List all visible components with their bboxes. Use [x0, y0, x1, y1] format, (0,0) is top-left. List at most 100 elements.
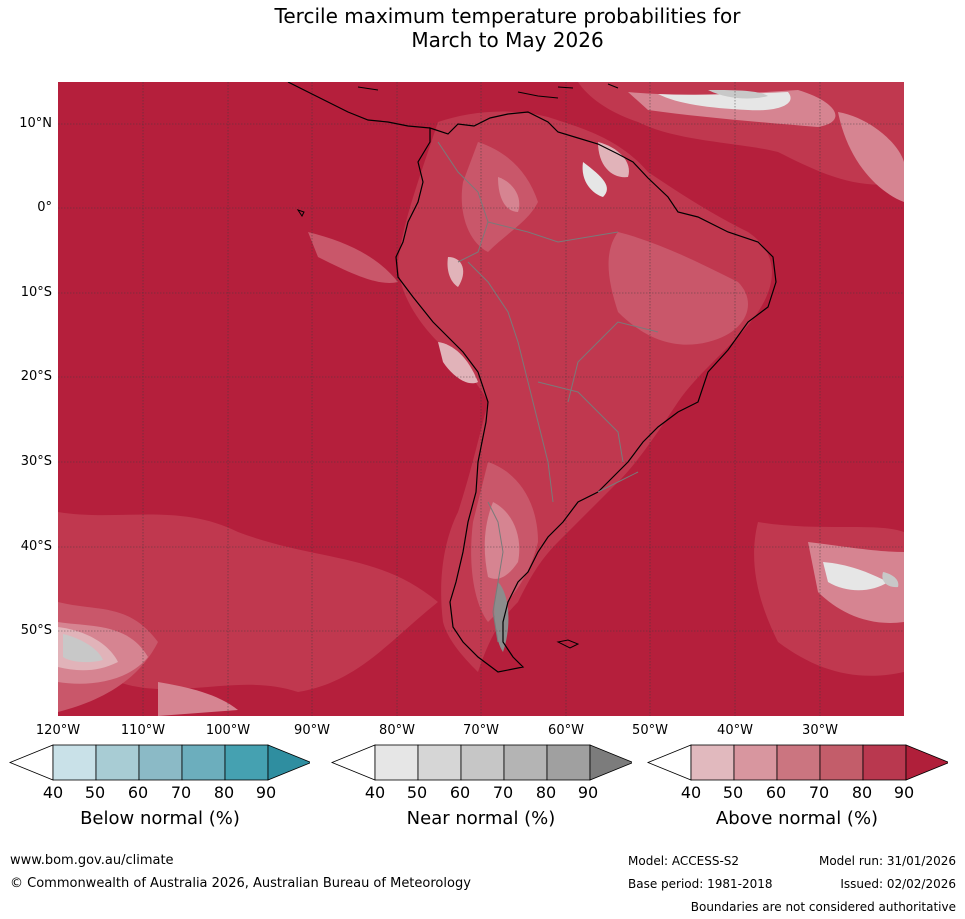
footer-model: Model: ACCESS-S2	[628, 854, 740, 868]
chart-title: Tercile maximum temperature probabilitie…	[0, 4, 965, 52]
colorbar-cell	[546, 744, 591, 781]
lon-label-110w: 110°W	[120, 723, 166, 738]
lon-label-60w: 60°W	[548, 723, 584, 738]
colorbar-extend-high	[589, 744, 632, 781]
colorbar-extend-low	[330, 744, 376, 781]
cbar-below-tick-40: 40	[42, 783, 64, 802]
land-above-50-peru	[438, 342, 478, 384]
colorbar-cell	[417, 744, 462, 781]
cbar-below-title: Below normal (%)	[80, 808, 240, 829]
cbar-above-tick-50: 50	[722, 783, 744, 802]
lat-label-40s: 40°S	[20, 539, 52, 554]
footer-base-period: Base period: 1981-2018	[628, 877, 773, 891]
lon-label-100w: 100°W	[205, 723, 251, 738]
cbar-above-tick-70: 70	[808, 783, 830, 802]
country-borders	[437, 141, 659, 643]
colorbar-cell	[690, 744, 735, 781]
border-brazil-north	[487, 221, 619, 243]
cbar-above-tick-80: 80	[851, 783, 873, 802]
cbar-above-tick-90: 90	[893, 783, 915, 802]
cbar-near-tick-60: 60	[449, 783, 471, 802]
cbar-near-tick-90: 90	[577, 783, 599, 802]
footer-model-run: Model run: 31/01/2026	[818, 854, 956, 868]
cbar-above-tick-60: 60	[765, 783, 787, 802]
cbar-near-tick-70: 70	[492, 783, 514, 802]
lat-label-50s: 50°S	[20, 623, 52, 638]
border-chile-argentina	[487, 501, 504, 643]
falkland-islands	[556, 639, 580, 649]
colorbar-extend-low	[646, 744, 692, 781]
colorbar-near-normal	[330, 744, 632, 781]
border-uruguay	[597, 471, 639, 493]
land-above-60-argentina	[484, 502, 520, 579]
cbar-near-tick-50: 50	[406, 783, 428, 802]
land-above-50-ecuador	[447, 257, 464, 287]
footer-url: www.bom.gov.au/climate	[10, 853, 174, 868]
map-svg	[58, 82, 904, 716]
contour-near-sw	[63, 634, 103, 663]
colorbar-cell	[181, 744, 226, 781]
cbar-below-tick-70: 70	[170, 783, 192, 802]
cbar-below-tick-50: 50	[84, 783, 106, 802]
cbar-below-tick-80: 80	[213, 783, 235, 802]
land-near-guyana	[582, 162, 607, 197]
lat-label-20s: 20°S	[20, 369, 52, 384]
lon-label-50w: 50°W	[632, 723, 668, 738]
footer-issued: Issued: 02/02/2026	[840, 877, 956, 891]
border-bolivia-brazil	[567, 321, 659, 403]
south-america-coastline	[395, 111, 777, 673]
footer-boundaries: Boundaries are not considered authoritat…	[690, 900, 956, 914]
lon-label-70w: 70°W	[463, 723, 499, 738]
cbar-above-title: Above normal (%)	[715, 808, 879, 829]
cbar-below-tick-90: 90	[255, 783, 277, 802]
colorbar-cell	[52, 744, 97, 781]
colorbar-cell	[776, 744, 821, 781]
border-bolivia-paraguay	[537, 381, 624, 463]
land-above-70-brazil	[608, 232, 748, 345]
lon-label-120w: 120°W	[35, 723, 81, 738]
cbar-above-tick-40: 40	[680, 783, 702, 802]
border-colombia	[437, 141, 489, 263]
contour-above-60-s	[158, 682, 238, 716]
contour-above-70-eq	[308, 232, 398, 283]
colorbar-cell	[819, 744, 864, 781]
lat-label-30s: 30°S	[20, 454, 52, 469]
colorbar-cell	[224, 744, 269, 781]
land-above-50-venezuela	[598, 142, 629, 178]
galapagos-islands	[296, 209, 305, 217]
border-andes-east	[467, 261, 554, 503]
colorbar-extend-high	[905, 744, 948, 781]
lon-label-40w: 40°W	[717, 723, 753, 738]
colorbar-cell	[138, 744, 183, 781]
colorbar-below-normal	[8, 744, 310, 781]
lat-label-10s: 10°S	[20, 285, 52, 300]
lon-label-80w: 80°W	[379, 723, 415, 738]
colorbar-cell	[460, 744, 505, 781]
colorbar-cell	[374, 744, 419, 781]
colorbar-above-normal	[646, 744, 948, 781]
cbar-near-title: Near normal (%)	[406, 808, 556, 829]
contour-near-se2	[882, 572, 899, 588]
lon-label-90w: 90°W	[294, 723, 330, 738]
land-near-patagonia	[494, 582, 509, 652]
contour-near-se	[823, 562, 888, 591]
cbar-near-tick-40: 40	[364, 783, 386, 802]
caribbean-islands	[357, 83, 619, 99]
colorbar-cell	[733, 744, 778, 781]
contour-above-60-ne2	[838, 112, 904, 202]
probability-map	[58, 82, 904, 716]
cbar-below-tick-60: 60	[127, 783, 149, 802]
colorbar-cell	[862, 744, 907, 781]
graticule	[58, 82, 904, 716]
land-above-60-colombia	[498, 177, 520, 212]
colorbar-extend-low	[8, 744, 54, 781]
colorbar-cell	[95, 744, 140, 781]
lat-label-0: 0°	[37, 200, 52, 215]
footer-copyright: © Commonwealth of Australia 2026, Austra…	[10, 876, 471, 891]
title-line-2: March to May 2026	[411, 28, 604, 52]
colorbar-extend-high	[267, 744, 310, 781]
cbar-near-tick-80: 80	[535, 783, 557, 802]
central-america-coastline	[287, 82, 431, 129]
contour-near-ne2	[708, 90, 768, 99]
lon-label-30w: 30°W	[802, 723, 838, 738]
